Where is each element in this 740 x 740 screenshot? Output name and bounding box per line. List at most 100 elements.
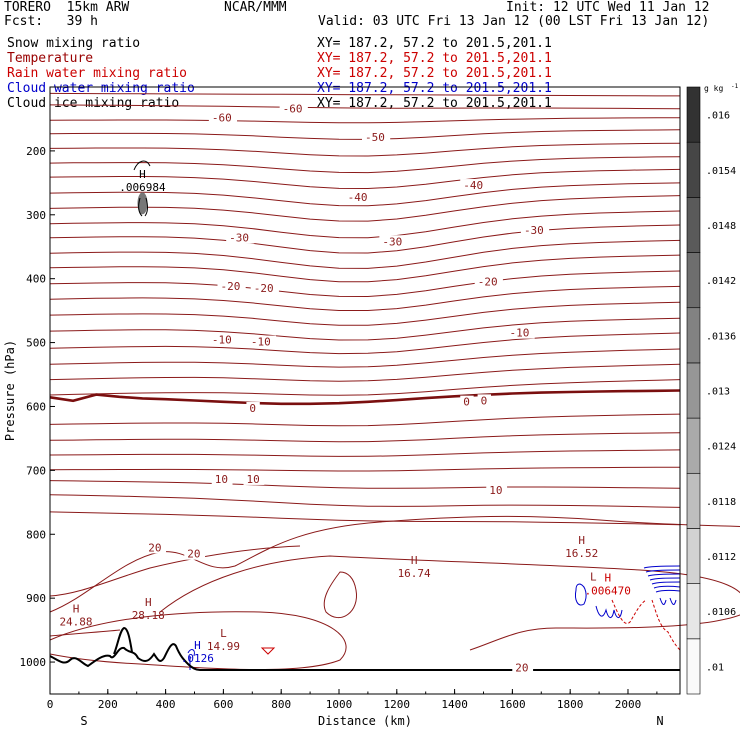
legend-xy-range: XY= 187.2, 57.2 to 201.5,201.1 [317, 66, 552, 81]
model-title: TORERO 15km ARW [4, 0, 130, 15]
extremum-value: 16.52 [565, 547, 598, 560]
x-tick-label: 2000 [615, 698, 642, 711]
legend-xy-range: XY= 187.2, 57.2 to 201.5,201.1 [317, 51, 552, 66]
isotherm-contour [49, 182, 681, 207]
contour-label: -10 [251, 336, 271, 349]
extremum-marker: H [139, 168, 146, 181]
y-tick-label: 300 [26, 209, 46, 222]
isotherm-contour [49, 301, 681, 326]
isotherm-contour [49, 449, 681, 457]
isotherm-contour [323, 571, 357, 618]
colorbar-segment [686, 86, 701, 143]
contour-label-background [217, 279, 246, 292]
isotherm-contour [49, 285, 681, 311]
cloud-water-contour [649, 577, 681, 581]
colorbar-tick-label: .01 [706, 662, 724, 673]
extremum-marker: H [73, 603, 80, 616]
contour-label: 20 [515, 661, 528, 674]
contour-label-background [460, 179, 489, 192]
isotherm-contour [49, 168, 681, 190]
colorbar-segment [686, 583, 701, 640]
contour-label: -30 [524, 224, 544, 237]
colorbar-segment [686, 141, 701, 198]
contour-label-background [279, 102, 308, 115]
snow-mixing-ratio-area [137, 192, 148, 215]
extremum-marker: H [194, 639, 201, 652]
isotherm-contour [49, 629, 121, 637]
colorbar-unit: g kg [704, 84, 723, 93]
contour-label-background [460, 395, 474, 408]
extremum-value: 14.99 [207, 640, 240, 653]
contour-label-background [362, 131, 391, 144]
contour-label-background [226, 231, 255, 244]
legend-xy-range: XY= 187.2, 57.2 to 201.5,201.1 [317, 96, 552, 111]
colorbar-tick-label: .0148 [706, 221, 736, 232]
contour-label-background [506, 326, 535, 339]
contour-label: -50 [365, 131, 385, 144]
cloud-water-contour [187, 649, 195, 657]
x-tick-label: 600 [213, 698, 233, 711]
extremum-value: .006470 [585, 584, 631, 597]
colorbar-tick-label: .0112 [706, 552, 736, 563]
contour-label: 0 [481, 394, 488, 407]
contour-label-background [477, 394, 491, 407]
colorbar-segment [686, 638, 701, 695]
legend-xy-range: XY= 187.2, 57.2 to 201.5,201.1 [317, 81, 552, 96]
extremum-value: 16.74 [398, 567, 431, 580]
contour-label: 20 [187, 548, 200, 561]
contour-label-background [243, 472, 265, 485]
colorbar-tick-label: .0142 [706, 276, 736, 287]
contour-label-background [208, 111, 238, 124]
isotherm-contour [49, 224, 681, 254]
isotherm-contour [49, 270, 681, 298]
terrain-line [49, 643, 680, 672]
isotherm-contour [49, 348, 681, 368]
y-tick-label: 700 [26, 464, 46, 477]
legend-field-name: Snow mixing ratio [7, 36, 141, 51]
contour-label-background [250, 281, 279, 294]
extremum-marker: H [145, 596, 152, 609]
legend-field-name: Temperature [7, 51, 94, 66]
contour-label-background [184, 547, 206, 560]
contour-label: -40 [348, 191, 368, 204]
snow-contour [133, 160, 151, 171]
x-tick-label: 1800 [557, 698, 584, 711]
x-axis-label: Distance (km) [318, 714, 412, 728]
legend-field-name: Cloud water mixing ratio [7, 81, 195, 96]
extremum-value: .006984 [119, 181, 166, 194]
isotherm-contour [49, 210, 681, 239]
snow-contour [138, 197, 148, 217]
freezing-level-contour [49, 389, 681, 406]
contour-label-background [208, 333, 238, 346]
cloud-water-contour [653, 585, 681, 589]
valid-time: Valid: 03 UTC Fri 13 Jan 12 (00 LST Fri … [318, 14, 710, 29]
colorbar-unit-exponent: -1 [731, 83, 739, 90]
isotherm-contour [49, 92, 680, 97]
contour-label: 20 [148, 541, 161, 554]
isotherm-contour [49, 545, 301, 597]
legend-xy-range: XY= 187.2, 57.2 to 201.5,201.1 [317, 36, 552, 51]
colorbar-tick-label: .0154 [706, 166, 736, 177]
extremum-marker: L [220, 627, 227, 640]
colorbar-tick-label: .016 [706, 111, 730, 122]
extremum-marker: H [604, 571, 611, 584]
x-tick-label: 1400 [441, 698, 468, 711]
cloud-water-contour [647, 573, 681, 577]
isotherm-contour [49, 379, 681, 396]
contour-label: -60 [283, 102, 303, 115]
contour-label-background [379, 235, 408, 248]
rain-water-contour [651, 599, 681, 651]
contour-label-background [145, 541, 167, 554]
isotherm-contour [49, 611, 347, 671]
y-axis-label: Pressure (hPa) [3, 340, 17, 441]
colorbar-tick-label: .0118 [706, 497, 736, 508]
contour-label-background [512, 661, 534, 674]
isotherm-contour [49, 254, 681, 283]
isotherm-contour [49, 432, 681, 443]
colorbar-tick-label: .013 [706, 387, 730, 398]
extremum-value: 24.88 [59, 616, 92, 629]
contour-label-background [211, 472, 233, 485]
contour-label: 10 [489, 484, 502, 497]
terrain-line [113, 626, 133, 655]
colorbar-segment [686, 307, 701, 364]
